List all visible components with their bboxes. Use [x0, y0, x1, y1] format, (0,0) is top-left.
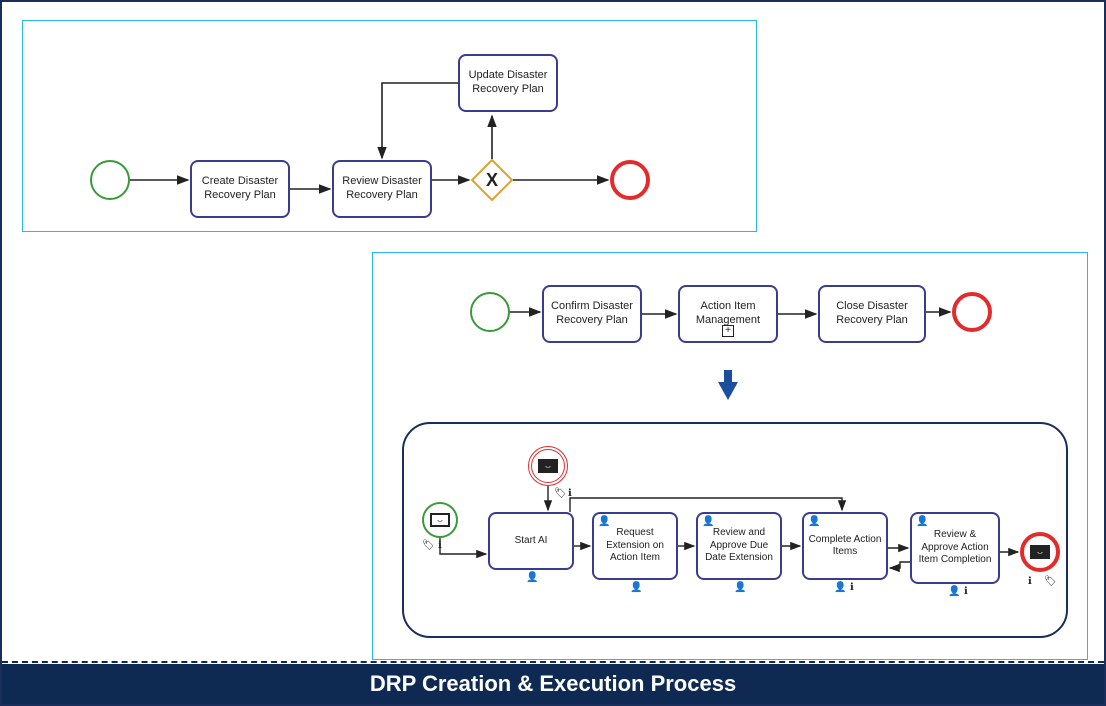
task-update-drp: Update Disaster Recovery Plan	[458, 54, 558, 112]
gateway-review-decision: X	[471, 159, 513, 201]
end-event-pool1	[610, 160, 650, 200]
user-icon: 👤	[598, 516, 610, 529]
task-confirm-drp: Confirm Disaster Recovery Plan	[542, 285, 642, 343]
task-label: Action Item Management	[684, 300, 772, 328]
task-review-drp: Review Disaster Recovery Plan	[332, 160, 432, 218]
user-icon: 👤	[734, 582, 746, 593]
task-label: Create Disaster Recovery Plan	[196, 175, 284, 203]
tag-icon: 🏷	[554, 488, 567, 499]
info-icon: ℹ	[964, 586, 968, 597]
gateway-symbol: X	[486, 170, 498, 190]
message-start-event	[422, 502, 458, 538]
task-label: Review & Approve Action Item Completion	[916, 529, 994, 567]
footer-title-bar: DRP Creation & Execution Process	[2, 664, 1104, 704]
expand-arrow-icon	[718, 382, 738, 400]
tag-icon: 🏷	[1044, 576, 1057, 587]
user-icon: 👤	[948, 586, 960, 597]
user-icon: 👤	[834, 582, 846, 593]
info-icon: ℹ	[1028, 576, 1032, 587]
subprocess-marker-icon: +	[722, 325, 734, 337]
figure-title: DRP Creation & Execution Process	[370, 671, 736, 697]
task-action-item-mgmt: Action Item Management +	[678, 285, 778, 343]
user-icon: 👤	[630, 582, 642, 593]
user-icon: 👤	[702, 516, 714, 529]
task-label: Confirm Disaster Recovery Plan	[548, 300, 636, 328]
envelope-icon	[538, 459, 557, 473]
task-review-extension: 👤 Review and Approve Due Date Extension	[696, 512, 782, 580]
task-complete-items: 👤 Complete Action Items	[802, 512, 888, 580]
task-create-drp: Create Disaster Recovery Plan	[190, 160, 290, 218]
task-label: Review and Approve Due Date Extension	[702, 527, 776, 565]
task-label: Close Disaster Recovery Plan	[824, 300, 920, 328]
user-icon: 👤	[808, 516, 820, 529]
envelope-icon	[430, 513, 449, 527]
task-review-completion: 👤 Review & Approve Action Item Completio…	[910, 512, 1000, 584]
task-request-extension: 👤 Request Extension on Action Item	[592, 512, 678, 580]
end-event-pool2	[952, 292, 992, 332]
start-event-pool1	[90, 160, 130, 200]
info-icon: ℹ	[850, 582, 854, 593]
task-label: Start AI	[515, 535, 548, 548]
user-icon: 👤	[526, 572, 538, 583]
task-label: Update Disaster Recovery Plan	[464, 69, 552, 97]
task-label: Review Disaster Recovery Plan	[338, 175, 426, 203]
user-icon: 👤	[916, 516, 928, 529]
message-intermediate-event	[528, 446, 568, 486]
start-event-pool2	[470, 292, 510, 332]
task-label: Complete Action Items	[808, 534, 882, 559]
task-close-drp: Close Disaster Recovery Plan	[818, 285, 926, 343]
envelope-icon	[1030, 545, 1049, 559]
tag-icon: 🏷	[422, 540, 435, 551]
task-start-ai: Start AI	[488, 512, 574, 570]
info-icon: ℹ	[568, 488, 572, 499]
message-end-event	[1020, 532, 1060, 572]
task-label: Request Extension on Action Item	[598, 527, 672, 565]
info-icon: ℹ	[438, 540, 442, 551]
